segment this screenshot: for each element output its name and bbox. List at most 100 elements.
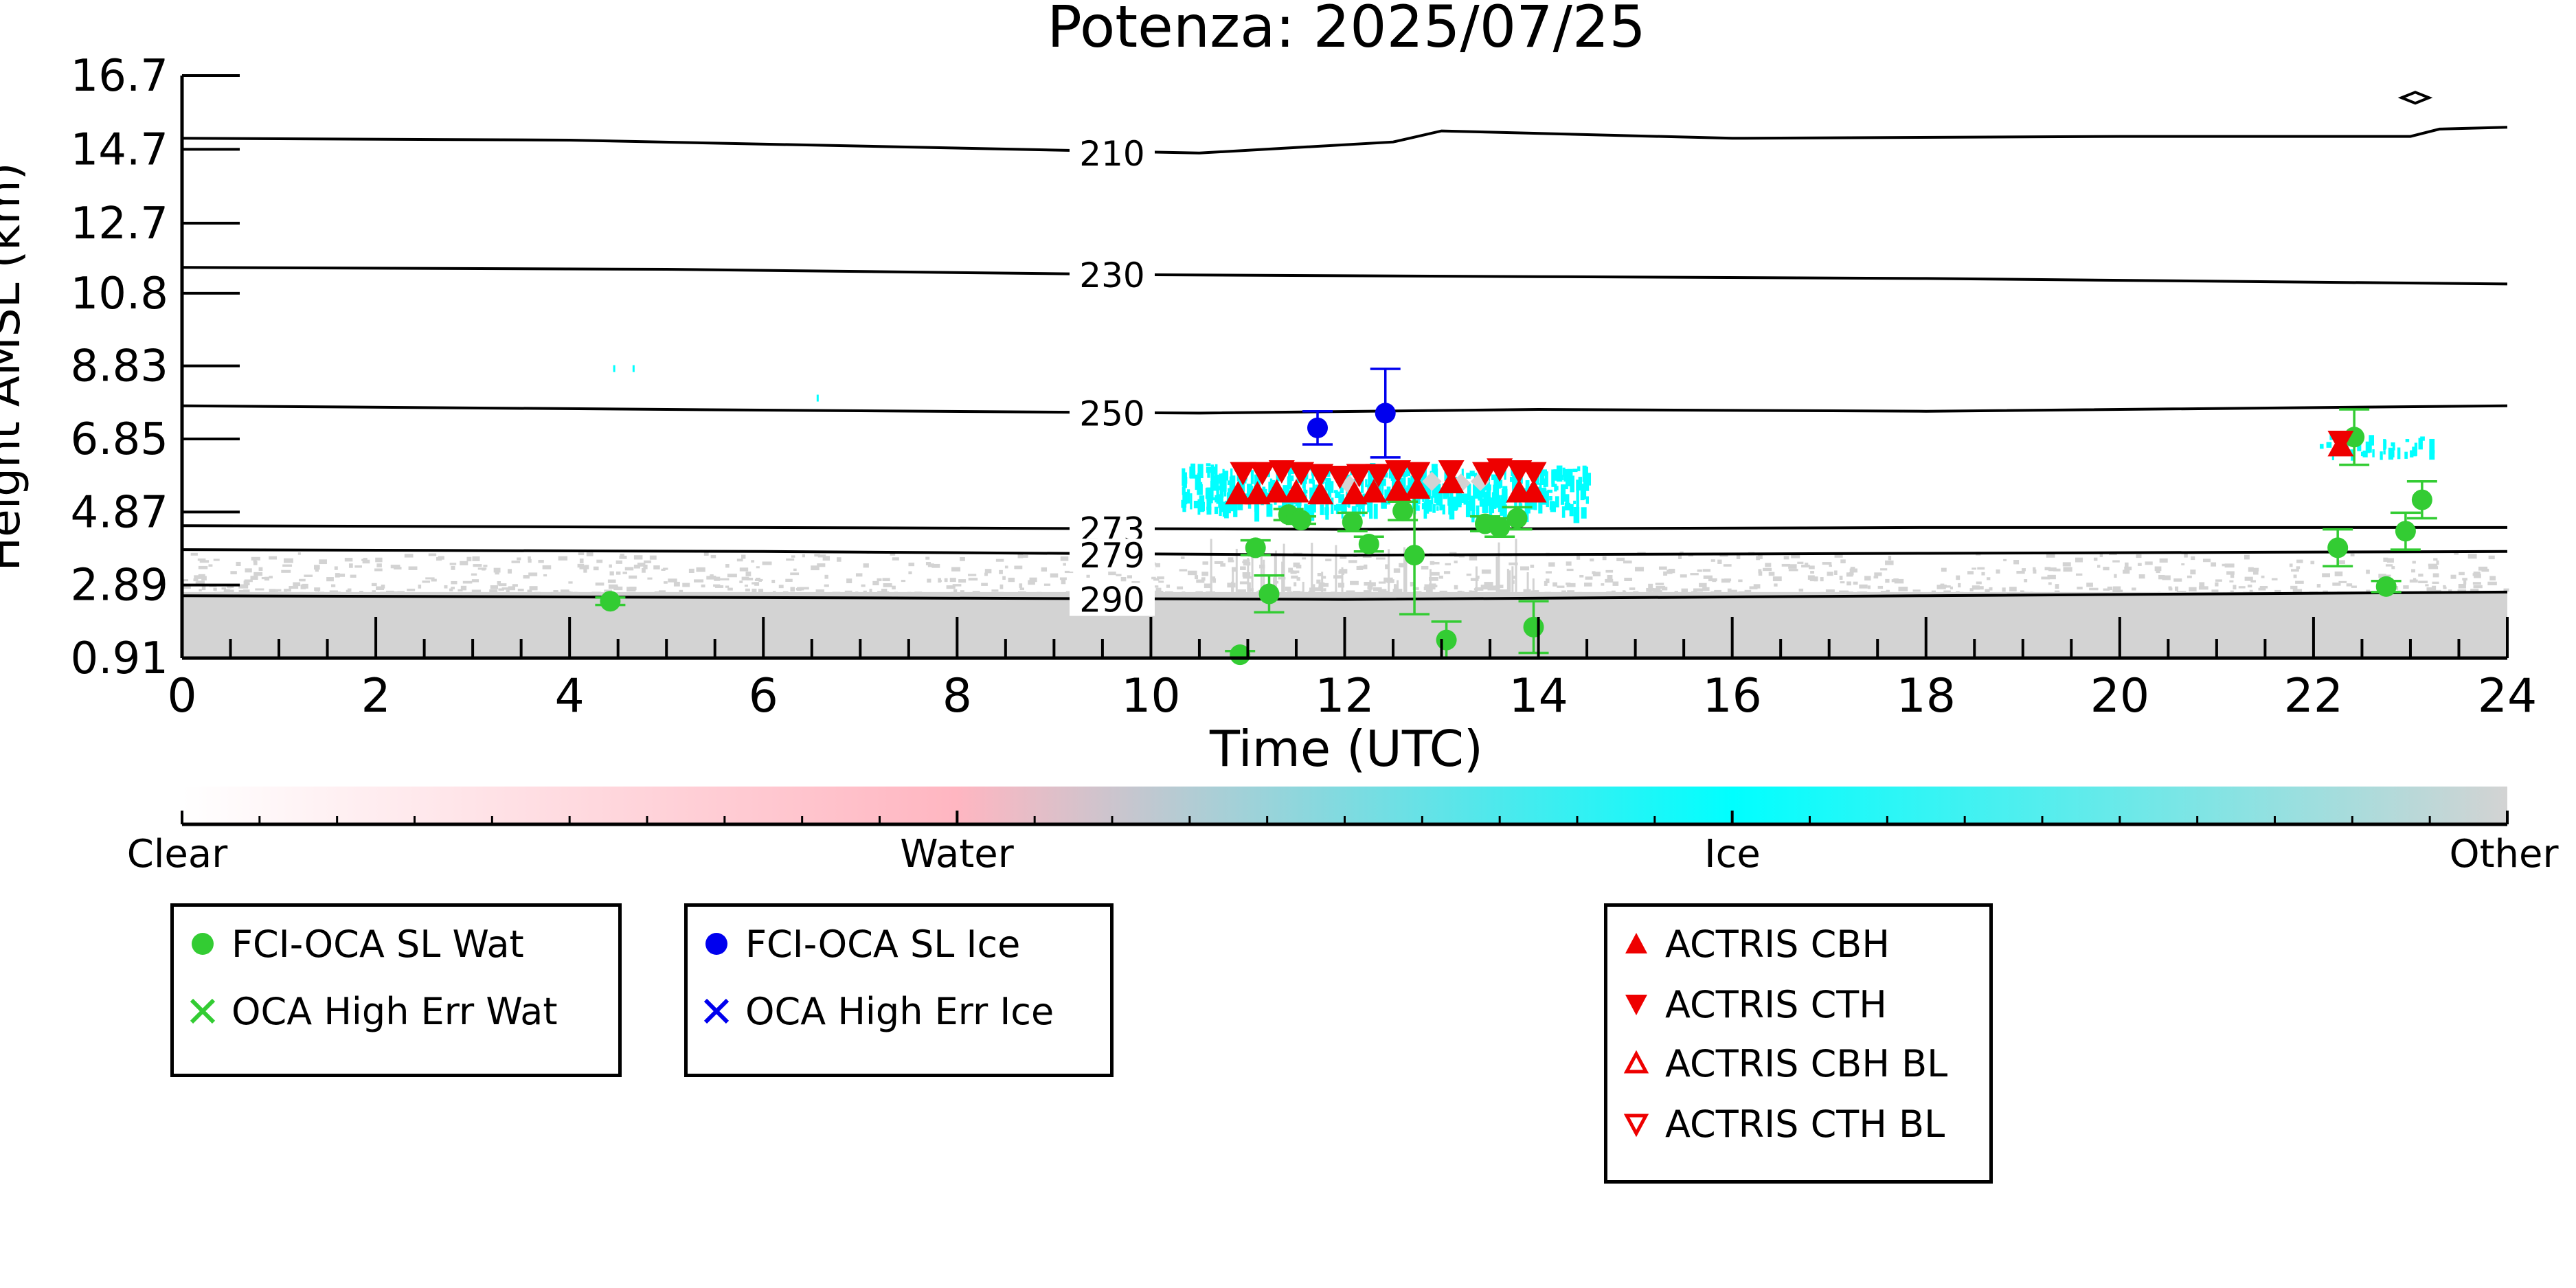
other-class-speckle (183, 585, 191, 589)
data-point (1307, 417, 1329, 438)
ice-class-pixel (1442, 504, 1445, 515)
other-class-speckle (300, 584, 306, 589)
ice-class-pixel (1309, 504, 1315, 521)
other-class-speckle (482, 567, 486, 571)
other-class-speckle (579, 565, 588, 569)
other-class-speckle (814, 554, 820, 557)
ice-class-pixel (1427, 484, 1432, 499)
other-class-speckle (422, 580, 431, 583)
other-class-speckle (2238, 586, 2246, 589)
y-tick-label: 10.8 (71, 269, 169, 319)
other-class-speckle (1678, 555, 1682, 559)
ice-class-pixel (1584, 466, 1588, 474)
other-class-speckle (1157, 576, 1164, 580)
other-class-speckle (1243, 562, 1251, 566)
other-class-speckle (1648, 590, 1652, 596)
classification-colorbar: Clear Water Ice Other (127, 787, 2559, 877)
other-class-speckle (2190, 569, 2196, 575)
other-class-speckle (2162, 575, 2171, 580)
other-class-speckle (1029, 577, 1037, 583)
other-class-speckle (2046, 554, 2055, 558)
ice-class-pixel (1443, 490, 1448, 499)
other-class-speckle (1364, 581, 1370, 586)
other-class-speckle (528, 558, 532, 563)
other-class-speckle (1601, 583, 1605, 586)
other-class-speckle (2383, 557, 2388, 562)
other-class-speckle (2310, 561, 2315, 565)
other-class-speckle (2244, 554, 2250, 560)
ice-class-pixel (1206, 463, 1211, 466)
data-point (1404, 475, 1431, 499)
x-tick-label: 10 (1121, 669, 1181, 723)
other-class-speckle (1214, 561, 1223, 564)
other-class-speckle (182, 579, 189, 582)
ice-class-pixel (1572, 468, 1578, 473)
data-point (1392, 500, 1414, 521)
contour-line-279 (181, 548, 2508, 557)
other-class-speckle (796, 587, 802, 591)
other-class-speckle (201, 576, 207, 580)
other-class-speckle (1287, 591, 1292, 596)
other-class-speckle (1602, 556, 1607, 561)
other-class-speckle (2016, 570, 2025, 574)
other-class-speckle (1196, 579, 1205, 583)
ice-class-pixel (1498, 500, 1504, 511)
contour-line-290 (181, 590, 2508, 601)
other-class-speckle (1567, 590, 1575, 595)
other-class-speckle (953, 589, 958, 593)
colorbar-ticks (181, 811, 2509, 824)
other-class-speckle (1622, 590, 1626, 594)
ice-class-pixel (1304, 505, 1310, 517)
other-class-speckle (208, 564, 213, 567)
x-tick-label: 0 (167, 669, 196, 723)
other-class-speckle (643, 565, 648, 569)
y-tick-label: 6.85 (71, 414, 169, 465)
other-class-speckle (392, 591, 402, 594)
other-class-speckle (2289, 563, 2293, 567)
other-class-speckle (756, 566, 760, 569)
other-class-speckle (1834, 554, 1843, 558)
other-class-speckle (258, 567, 263, 571)
other-class-speckle (2418, 574, 2424, 577)
ice-class-pixel (1214, 464, 1218, 482)
other-class-speckle (2013, 560, 2020, 565)
other-class-speckle (1325, 558, 1332, 562)
other-class-speckle (1885, 560, 1894, 565)
ice-class-pixel (1266, 504, 1273, 517)
other-class-speckle (629, 587, 637, 591)
other-class-speckle (289, 586, 299, 589)
data-point (1365, 464, 1392, 488)
ice-class-pixel (1187, 489, 1190, 504)
other-class-speckle (1860, 591, 1868, 596)
other-class-speckle (1481, 569, 1491, 574)
other-class-speckle (1164, 591, 1173, 595)
other-class-speckle (498, 583, 507, 587)
ice-class-pixel (1219, 501, 1222, 517)
ice-class-pixel (1563, 468, 1569, 482)
x-tick-label: 2 (361, 669, 390, 723)
other-class-speckle (1566, 568, 1574, 572)
other-class-speckle (1155, 591, 1162, 597)
ice-class-pixel (1570, 475, 1574, 493)
other-class-speckle (2253, 570, 2259, 575)
other-class-speckle (253, 561, 258, 565)
other-class-speckle (1513, 576, 1516, 579)
other-class-speckle (1814, 578, 1818, 582)
ice-class-pixel (1549, 496, 1552, 501)
other-class-speckle (1757, 554, 1763, 559)
other-class-speckle (883, 583, 892, 587)
ice-class-pixel (1230, 482, 1235, 495)
other-class-speckle (2472, 582, 2481, 585)
ice-class-pixel (1229, 503, 1234, 512)
ice-class-pixel (1573, 500, 1577, 504)
other-class-speckle (2230, 574, 2235, 578)
other-class-column (1248, 582, 1251, 592)
ice-class-pixel (1503, 504, 1507, 521)
ice-class-pixel (1223, 483, 1227, 497)
other-class-speckle (881, 589, 888, 593)
ice-class-pixel (1362, 501, 1365, 517)
other-class-speckle (1292, 570, 1300, 574)
other-class-speckle (2054, 590, 2060, 594)
ice-class-pixel (1250, 470, 1254, 484)
